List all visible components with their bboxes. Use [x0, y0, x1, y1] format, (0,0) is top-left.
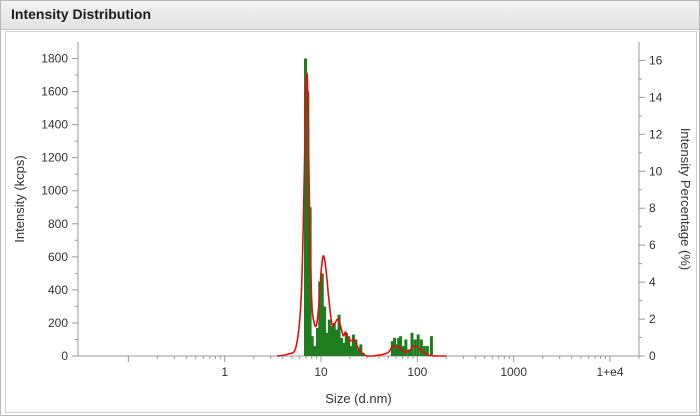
y2-tick-label: 6 — [649, 238, 656, 252]
intensity-bar — [337, 314, 341, 356]
bars-group — [303, 58, 433, 357]
intensity-bar — [351, 334, 355, 356]
intensity-bar — [390, 341, 394, 356]
intensity-bar — [399, 336, 403, 356]
y2-tick-label: 0 — [649, 349, 656, 363]
panel-header: Intensity Distribution — [1, 1, 699, 30]
intensity-bar — [320, 273, 324, 356]
y-tick-label: 1400 — [41, 118, 68, 132]
intensity-bar — [404, 339, 408, 356]
intensity-bar — [344, 332, 348, 356]
y-tick-label: 1000 — [41, 184, 68, 198]
intensity-bar — [327, 319, 331, 356]
intensity-bar — [325, 332, 329, 356]
y-axis-title: Intensity (kcps) — [12, 155, 27, 242]
y2-tick-label: 2 — [649, 312, 656, 326]
intensity-bar — [335, 329, 339, 356]
intensity-bar — [354, 339, 358, 356]
intensity-bar — [332, 322, 336, 356]
axes-group — [72, 42, 645, 362]
intensity-bar — [359, 344, 363, 356]
intensity-bar — [349, 346, 353, 356]
y2-tick-label: 10 — [649, 164, 663, 178]
intensity-bar — [419, 339, 423, 356]
y2-tick-label: 16 — [649, 53, 663, 67]
y-tick-label: 1200 — [41, 151, 68, 165]
intensity-bar — [306, 91, 310, 356]
chart-frame: 1 10 100 1000 1+e4 0 200 400 600 800 1000 1200 1400 1… — [5, 31, 697, 413]
x-tick-label: 1 — [221, 365, 228, 379]
y2-tick-label: 8 — [649, 201, 656, 215]
intensity-bar — [410, 332, 414, 356]
x-tick-label: 1000 — [500, 365, 527, 379]
x-axis-title: Size (d.nm) — [325, 391, 391, 406]
x-tick-label: 1+e4 — [596, 365, 623, 379]
intensity-bar — [425, 346, 429, 356]
intensity-bar — [422, 346, 426, 356]
intensity-bar — [318, 281, 322, 356]
intensity-bar — [310, 336, 314, 356]
y2-tick-label: 14 — [649, 90, 663, 104]
intensity-bar — [413, 339, 417, 356]
intensity-bar — [303, 58, 307, 357]
intensity-bar — [308, 207, 312, 356]
intensity-bar — [342, 342, 346, 356]
intensity-bar — [395, 344, 399, 356]
intensity-bar — [323, 306, 327, 356]
intensity-bar — [356, 349, 360, 356]
intensity-chart: 1 10 100 1000 1+e402004006008001000120014001… — [12, 42, 693, 406]
intensity-bar — [429, 336, 433, 356]
intensity-bar — [407, 349, 411, 356]
intensity-bar — [313, 346, 317, 356]
y2-tick-label: 4 — [649, 275, 656, 289]
labels-group: 1 10 100 1000 1+e402004006008001000120014001… — [12, 52, 693, 406]
y-tick-label: 1600 — [41, 85, 68, 99]
panel-title: Intensity Distribution — [11, 6, 151, 22]
x-tick-label: 10 — [314, 365, 328, 379]
y-tick-label: 800 — [48, 217, 68, 231]
y2-tick-label: 12 — [649, 127, 663, 141]
intensity-bar — [339, 337, 343, 356]
intensity-bar — [416, 334, 420, 356]
intensity-bar — [347, 336, 351, 356]
y-tick-label: 400 — [48, 283, 68, 297]
intensity-bar — [316, 327, 320, 356]
y-tick-label: 1800 — [41, 52, 68, 66]
y-tick-label: 600 — [48, 250, 68, 264]
y2-axis-title: Intensity Percentage (%) — [678, 128, 693, 270]
x-tick-label: 100 — [407, 365, 427, 379]
intensity-bar — [393, 337, 397, 356]
curve-group — [276, 72, 447, 357]
y-tick-label: 200 — [48, 316, 68, 330]
intensity-percentage-curve — [276, 72, 447, 357]
intensity-bar — [330, 326, 334, 356]
y-tick-label: 0 — [61, 349, 68, 363]
